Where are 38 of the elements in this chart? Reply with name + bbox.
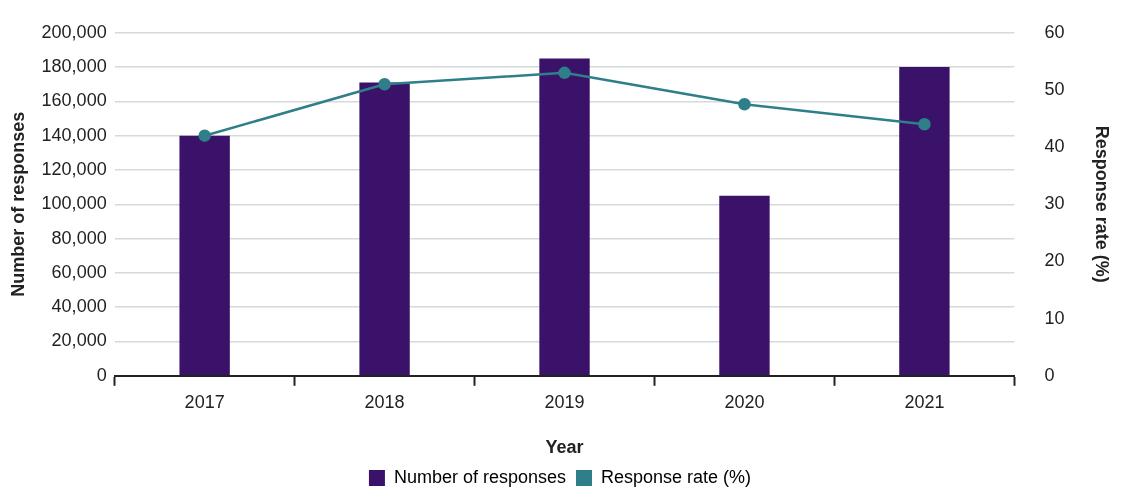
- bar: [899, 67, 950, 376]
- y2-tick-label: 10: [1044, 307, 1065, 328]
- y-tick-label: 120,000: [41, 158, 107, 179]
- y-tick-label: 0: [96, 364, 107, 385]
- y2-tick-label: 0: [1044, 364, 1055, 385]
- x-axis-title: Year: [545, 437, 584, 458]
- point: [198, 129, 211, 142]
- y-tick-label: 60,000: [51, 261, 107, 282]
- legend-label: Response rate (%): [601, 466, 752, 487]
- y-tick-label: 80,000: [51, 227, 107, 248]
- y2-tick-label: 40: [1044, 136, 1065, 157]
- y2-tick-label: 60: [1044, 21, 1065, 42]
- y-tick-label: 40,000: [51, 296, 107, 317]
- y2-tick-label: 20: [1044, 250, 1065, 271]
- x-tick-label: 2017: [184, 391, 225, 412]
- y-tick-label: 200,000: [41, 21, 107, 42]
- x-tick-label: 2019: [544, 391, 585, 412]
- bar: [539, 58, 590, 376]
- bar: [359, 82, 410, 376]
- point: [918, 118, 931, 131]
- y-tick-label: 140,000: [41, 124, 107, 145]
- y2-axis-title: Response rate (%): [1092, 125, 1113, 283]
- point: [558, 66, 571, 80]
- point: [378, 78, 391, 91]
- y-tick-label: 100,000: [41, 193, 107, 214]
- y-tick-label: 160,000: [41, 90, 107, 111]
- bar: [179, 135, 230, 376]
- legend-label: Number of responses: [393, 466, 567, 487]
- x-tick-label: 2021: [904, 391, 945, 412]
- y-axis-title: Number of responses: [7, 111, 28, 297]
- x-tick-label: 2018: [364, 391, 405, 412]
- y2-tick-label: 30: [1044, 193, 1065, 214]
- bar: [719, 195, 770, 376]
- x-tick-label: 2020: [724, 391, 765, 412]
- y-tick-label: 180,000: [41, 56, 107, 77]
- y-tick-label: 20,000: [51, 330, 107, 351]
- point: [738, 98, 751, 111]
- y2-tick-label: 50: [1044, 78, 1065, 99]
